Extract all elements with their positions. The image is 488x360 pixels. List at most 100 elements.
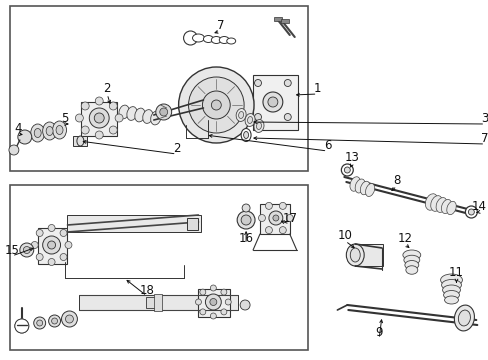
Circle shape	[75, 114, 83, 122]
Bar	[252, 75, 297, 130]
Circle shape	[210, 313, 216, 319]
Text: 13: 13	[344, 150, 359, 163]
Text: 9: 9	[375, 327, 382, 339]
Circle shape	[42, 236, 61, 254]
Bar	[280, 19, 288, 23]
Bar	[273, 17, 281, 21]
Text: 15: 15	[4, 243, 20, 257]
Circle shape	[265, 227, 272, 234]
Circle shape	[115, 114, 123, 122]
Circle shape	[344, 167, 349, 173]
Ellipse shape	[34, 129, 41, 138]
Ellipse shape	[442, 285, 460, 295]
Circle shape	[48, 315, 61, 327]
Text: 8: 8	[392, 174, 400, 186]
Circle shape	[156, 104, 171, 120]
Text: 11: 11	[448, 266, 463, 279]
Circle shape	[18, 130, 32, 144]
Ellipse shape	[247, 117, 252, 123]
Ellipse shape	[56, 126, 63, 135]
Text: 12: 12	[397, 231, 411, 244]
Text: 14: 14	[471, 199, 486, 212]
Ellipse shape	[203, 36, 213, 42]
Circle shape	[240, 300, 249, 310]
Ellipse shape	[150, 111, 161, 125]
Circle shape	[81, 126, 89, 134]
Circle shape	[279, 202, 285, 210]
Ellipse shape	[244, 113, 255, 126]
Text: 7: 7	[481, 131, 488, 144]
Ellipse shape	[236, 109, 245, 121]
Circle shape	[254, 80, 261, 86]
Ellipse shape	[405, 266, 417, 274]
Circle shape	[221, 289, 226, 295]
Ellipse shape	[446, 201, 455, 215]
Circle shape	[65, 242, 72, 248]
Circle shape	[95, 97, 103, 105]
Circle shape	[95, 131, 103, 139]
Bar	[154, 294, 162, 311]
Ellipse shape	[211, 36, 221, 44]
Circle shape	[178, 67, 254, 143]
Ellipse shape	[443, 291, 459, 300]
Circle shape	[209, 298, 216, 306]
Ellipse shape	[444, 296, 458, 304]
Ellipse shape	[42, 122, 57, 140]
Ellipse shape	[402, 250, 420, 260]
Ellipse shape	[435, 198, 446, 212]
Ellipse shape	[15, 319, 29, 333]
Circle shape	[200, 289, 205, 295]
Text: 10: 10	[337, 229, 352, 242]
Text: 1: 1	[313, 81, 321, 95]
Circle shape	[52, 318, 58, 324]
Circle shape	[36, 253, 43, 261]
Circle shape	[15, 319, 29, 333]
Circle shape	[65, 315, 73, 323]
Circle shape	[237, 211, 255, 229]
Ellipse shape	[243, 131, 248, 139]
Circle shape	[200, 309, 205, 315]
Circle shape	[109, 102, 117, 110]
Ellipse shape	[142, 109, 153, 123]
Ellipse shape	[119, 105, 129, 119]
Circle shape	[268, 211, 282, 225]
Bar	[79, 295, 238, 310]
Ellipse shape	[31, 124, 44, 142]
Ellipse shape	[226, 38, 235, 44]
Bar	[198, 289, 230, 317]
Ellipse shape	[77, 136, 83, 146]
Circle shape	[468, 209, 473, 215]
Circle shape	[267, 97, 277, 107]
Bar	[67, 215, 201, 232]
Bar	[186, 218, 198, 230]
Bar	[73, 136, 87, 146]
Circle shape	[258, 215, 265, 221]
Ellipse shape	[349, 177, 360, 191]
Ellipse shape	[404, 261, 418, 270]
Circle shape	[211, 100, 221, 110]
Ellipse shape	[192, 34, 204, 42]
Circle shape	[60, 229, 67, 237]
Ellipse shape	[440, 274, 462, 286]
Ellipse shape	[346, 244, 364, 266]
Circle shape	[34, 317, 45, 329]
Ellipse shape	[430, 195, 442, 211]
Bar	[81, 102, 117, 136]
Ellipse shape	[354, 179, 365, 193]
Circle shape	[265, 202, 272, 210]
Circle shape	[94, 113, 104, 123]
Ellipse shape	[46, 126, 53, 135]
Circle shape	[9, 145, 19, 155]
Circle shape	[48, 258, 55, 266]
Ellipse shape	[53, 121, 66, 139]
Circle shape	[210, 285, 216, 291]
Ellipse shape	[457, 310, 469, 326]
Circle shape	[202, 91, 230, 119]
Ellipse shape	[453, 305, 473, 331]
Text: 6: 6	[323, 139, 330, 152]
Text: 4: 4	[14, 122, 21, 135]
Circle shape	[36, 229, 43, 237]
Ellipse shape	[349, 248, 360, 262]
Circle shape	[242, 204, 249, 212]
Circle shape	[188, 77, 244, 133]
